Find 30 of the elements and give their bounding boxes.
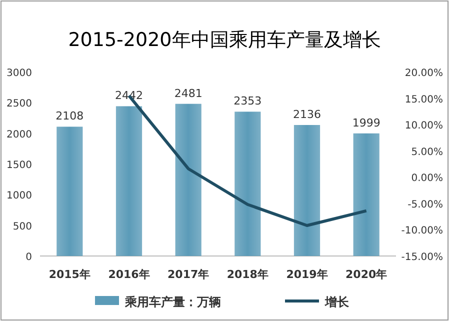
y2-tick-label: -10.00% bbox=[401, 226, 443, 237]
y2-tick-label: 10.00% bbox=[404, 120, 443, 132]
data-label: 2481 bbox=[174, 86, 202, 100]
data-label: 1999 bbox=[352, 116, 380, 130]
y2-tick-label: 0.00% bbox=[411, 173, 443, 184]
x-tick-label: 2020年 bbox=[346, 268, 388, 281]
data-label: 2442 bbox=[115, 89, 143, 102]
x-tick-label: 2018年 bbox=[226, 268, 268, 281]
data-label: 2108 bbox=[56, 110, 84, 123]
legend-label: 增长 bbox=[324, 295, 350, 309]
data-label: 2136 bbox=[293, 108, 321, 121]
y-tick-label: 0 bbox=[26, 252, 32, 263]
chart-title: 2015-2020年中国乘用车产量及增长 bbox=[68, 29, 381, 51]
data-label: 2353 bbox=[234, 94, 262, 108]
y-tick-label: 3000 bbox=[6, 68, 32, 79]
y-tick-label: 1000 bbox=[6, 190, 32, 202]
legend-label: 乘用车产量：万辆 bbox=[124, 295, 221, 309]
x-tick-label: 2017年 bbox=[168, 268, 210, 281]
y2-tick-label: 5.00% bbox=[411, 146, 443, 158]
y2-tick-label: -15.00% bbox=[401, 252, 443, 263]
x-tick-label: 2019年 bbox=[286, 268, 328, 281]
x-tick-label: 2016年 bbox=[108, 268, 150, 281]
y-tick-label: 500 bbox=[12, 221, 32, 232]
x-tick-label: 2015年 bbox=[48, 268, 90, 281]
y-tick-label: 2000 bbox=[6, 129, 32, 140]
y2-tick-label: 20.00% bbox=[404, 68, 443, 79]
y-tick-label: 1500 bbox=[6, 160, 32, 171]
y2-tick-label: 15.00% bbox=[404, 94, 443, 106]
y-tick-label: 2500 bbox=[6, 98, 32, 110]
y2-tick-label: -5.00% bbox=[408, 199, 443, 210]
